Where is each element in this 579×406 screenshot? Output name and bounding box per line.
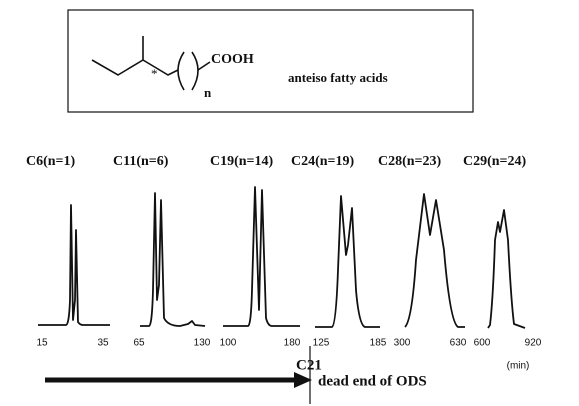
time-tick: 300	[394, 338, 411, 349]
panel-label: C6(n=1)	[26, 154, 76, 169]
time-tick: 15	[36, 338, 48, 349]
marker-label: C21	[296, 357, 322, 373]
structure-box	[67, 9, 474, 113]
structure-drawing	[91, 36, 211, 91]
arrow-head	[294, 372, 312, 388]
repeat-subscript: n	[204, 85, 212, 100]
time-tick: 185	[370, 338, 387, 349]
panel-label: C19(n=14)	[210, 154, 274, 169]
time-tick: 630	[450, 338, 467, 349]
time-tick: 920	[525, 338, 542, 349]
carboxyl-group: COOH	[211, 52, 254, 67]
time-unit: (min)	[507, 361, 530, 372]
time-tick: 130	[194, 338, 211, 349]
marker-note: dead end of ODS	[318, 373, 427, 389]
time-tick: 125	[313, 338, 330, 349]
panel-label: C28(n=23)	[378, 154, 442, 169]
structure-caption: anteiso fatty acids	[288, 70, 388, 85]
stereo-mark: *	[151, 66, 158, 81]
time-tick: 600	[474, 338, 491, 349]
time-tick: 35	[97, 338, 109, 349]
panel-label: C24(n=19)	[291, 154, 355, 169]
time-tick: 100	[220, 338, 237, 349]
panel-label: C29(n=24)	[463, 154, 527, 169]
time-tick: 65	[133, 338, 145, 349]
panel-label: C11(n=6)	[113, 154, 169, 169]
time-tick: 180	[284, 338, 301, 349]
chromatograms	[38, 186, 526, 329]
